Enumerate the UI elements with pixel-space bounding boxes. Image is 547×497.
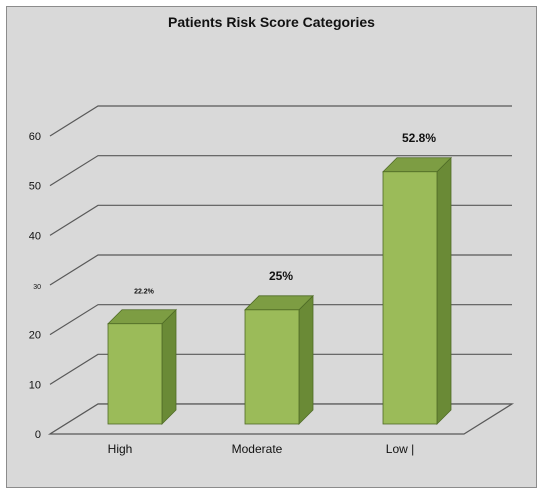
chart-title: Patients Risk Score Categories: [168, 14, 375, 30]
category-label: High: [108, 442, 133, 456]
bar-front: [244, 309, 300, 425]
category-label: Low |: [386, 442, 414, 456]
gridline: [49, 204, 512, 236]
data-label: 25%: [269, 269, 293, 283]
y-tick-label: 50: [29, 181, 41, 193]
y-tick-label: 20: [29, 330, 41, 342]
labels: 0 10 20 30 40 50 60 22.2% High 25% Moderate 52.8% Lo…: [29, 131, 437, 456]
gridline: [49, 353, 512, 385]
category-label: Moderate: [232, 442, 283, 456]
data-label: 52.8%: [402, 131, 436, 145]
bar: [107, 308, 177, 425]
gridline: [49, 254, 512, 286]
gridline: [49, 304, 512, 336]
bar-front: [107, 323, 163, 425]
y-tick-label: 60: [29, 131, 41, 143]
bars: [107, 156, 452, 425]
bar-side: [298, 294, 314, 425]
gridline: [49, 155, 512, 187]
y-tick-label: 10: [29, 379, 41, 391]
bar-side: [436, 156, 452, 425]
gridline: [49, 105, 512, 137]
bar: [382, 156, 452, 425]
y-tick-label: 40: [29, 230, 41, 242]
y-tick-label: 0: [35, 429, 41, 441]
bar-side: [161, 308, 177, 425]
data-label: 22.2%: [134, 289, 155, 296]
y-tick-label: 30: [33, 284, 41, 291]
bar: [244, 294, 314, 425]
bar-front: [382, 171, 438, 425]
